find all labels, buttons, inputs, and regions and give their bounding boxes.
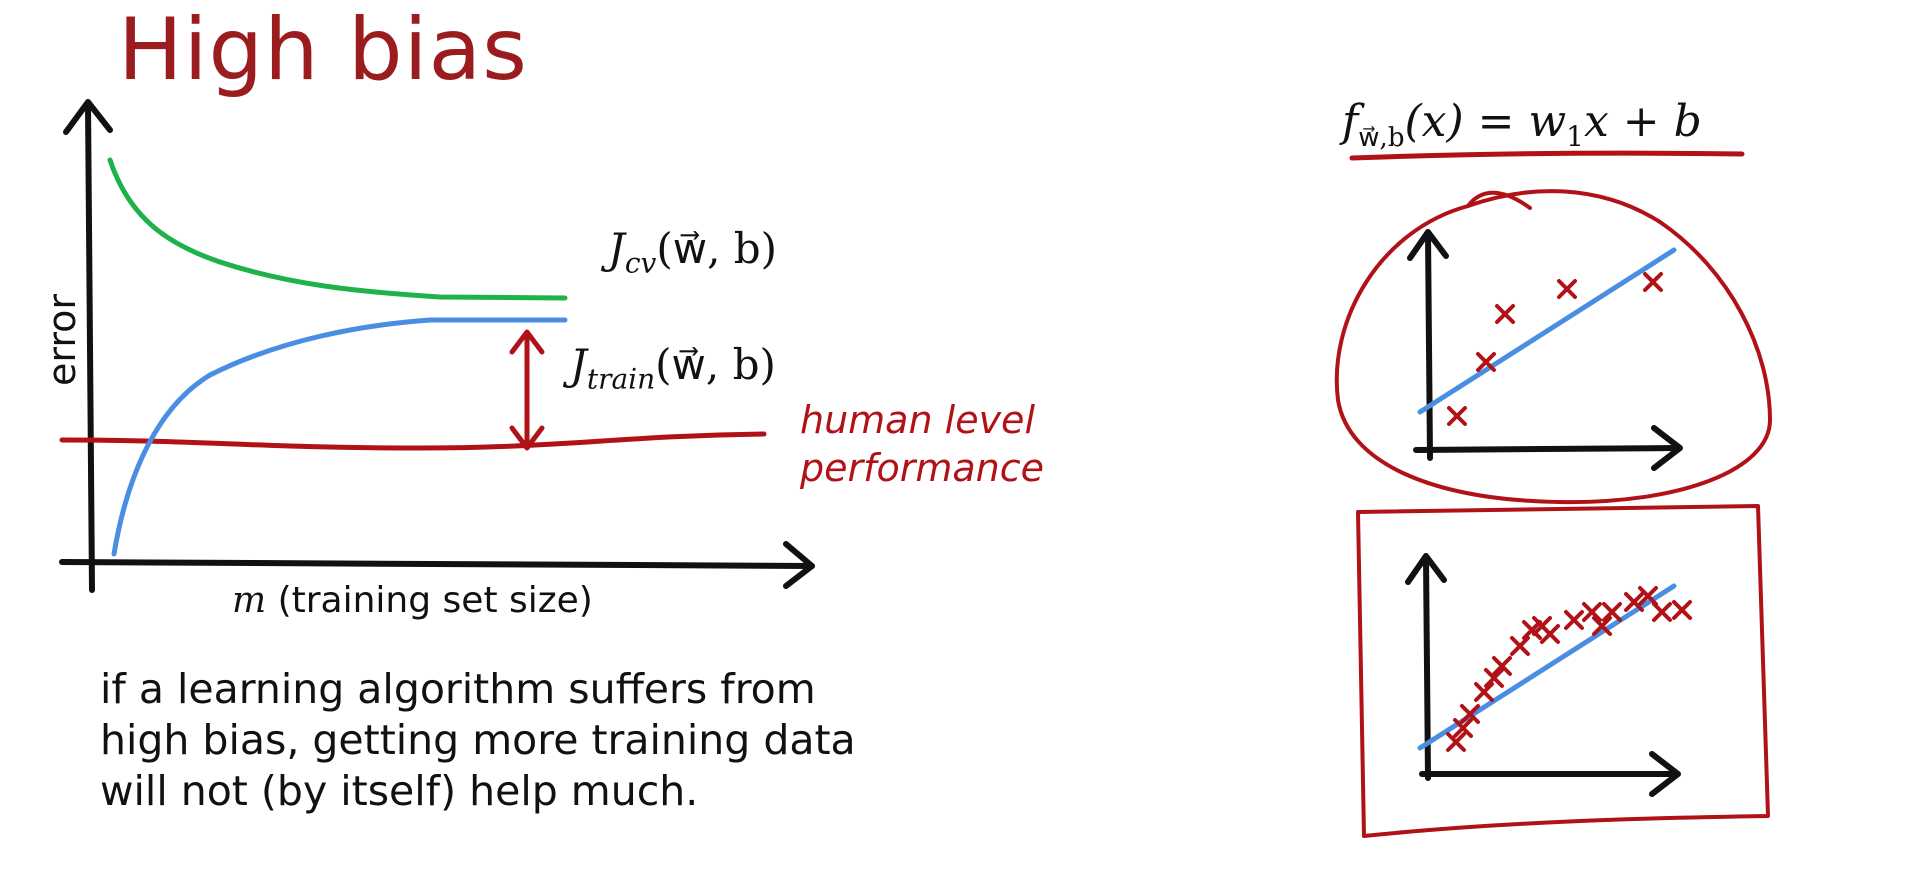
cross-mark-icon (1484, 668, 1504, 688)
small-dataset-circle-tail (1466, 190, 1532, 210)
cross-mark-icon (1564, 610, 1584, 630)
y-axis-label: error (40, 294, 84, 386)
cross-mark-icon (1474, 682, 1494, 702)
cross-mark-icon (1495, 304, 1515, 324)
jtrain-label: Jtrain(w⃗, b) (570, 340, 776, 396)
cross-mark-icon (1540, 624, 1560, 644)
y-axis (85, 101, 95, 593)
x-axis (59, 559, 815, 569)
cross-mark-icon (1476, 352, 1496, 372)
cross-mark-icon (1582, 602, 1602, 622)
cross-mark-icon (1492, 656, 1512, 676)
model-formula: fw⃗,b(x) = w1x + b (1342, 96, 1702, 153)
gap-double-arrow (509, 329, 545, 451)
cross-mark-icon (1557, 279, 1577, 299)
human-level-label: human level performance (800, 398, 1045, 490)
cross-mark-icon (1446, 732, 1466, 752)
cross-mark-icon (1602, 602, 1622, 622)
jcv-curve (107, 157, 568, 301)
large-dataset-box (1356, 504, 1770, 838)
cross-mark-icon (1624, 592, 1644, 612)
small-dataset-circle (1334, 189, 1772, 505)
cross-mark-icon (1522, 620, 1542, 640)
learning-curve-axes (59, 99, 815, 593)
x-axis-label-var: m (232, 580, 267, 621)
small-plot-points (1447, 272, 1663, 426)
human-level-line (59, 431, 767, 451)
large-plot-axes (1405, 553, 1681, 797)
slide-title: High bias (118, 0, 528, 100)
formula-underline (1349, 150, 1745, 161)
jcv-label: Jcv(w⃗, b) (608, 224, 778, 280)
cross-mark-icon (1453, 718, 1473, 738)
x-axis-label-text: (training set size) (266, 580, 593, 621)
cross-mark-icon (1460, 704, 1480, 724)
cross-mark-icon (1510, 636, 1530, 656)
large-plot-points (1446, 586, 1692, 752)
small-plot-fit-line (1417, 247, 1677, 415)
cross-mark-icon (1643, 272, 1663, 292)
cross-mark-icon (1638, 586, 1658, 606)
x-axis-label: m (training set size) (232, 580, 593, 621)
x-axis-arrowhead (783, 541, 815, 589)
caption: if a learning algorithm suffers from hig… (100, 665, 856, 815)
cross-mark-icon (1672, 600, 1692, 620)
cross-mark-icon (1592, 616, 1612, 636)
y-axis-arrowhead (63, 99, 113, 135)
cross-mark-icon (1447, 406, 1467, 426)
small-plot-axes (1407, 229, 1683, 471)
cross-mark-icon (1652, 602, 1672, 622)
jtrain-curve (111, 317, 568, 557)
